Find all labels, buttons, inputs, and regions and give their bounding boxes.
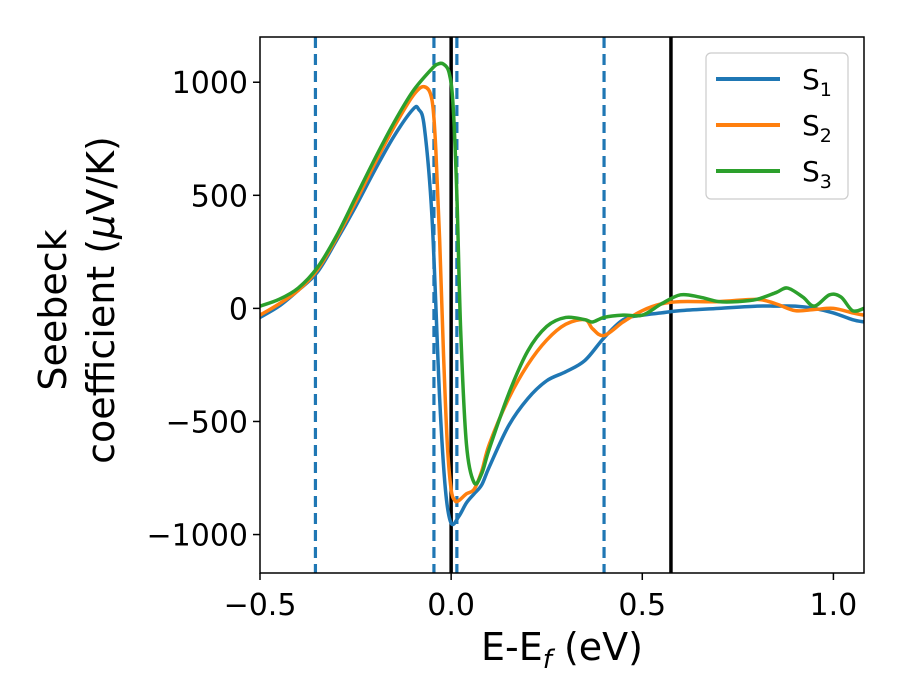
x-tick-label: 0.5 [618,588,666,623]
x-tick-label: −0.5 [224,588,297,623]
y-tick-label: −1000 [147,519,248,554]
legend: S1 S2 S3 [705,52,849,200]
y-tick-label: 500 [191,179,248,214]
y-axis: −1000 −500 0 500 1000 [147,66,260,554]
series-lines [260,61,864,527]
series-line-s3 [260,61,864,486]
y-axis-label-line1: Seebeck [31,229,75,390]
y-axis-label-line2: coefficient (μV/K) [79,136,123,464]
legend-label-s1: S1 [802,63,832,101]
y-tick-label: −500 [166,405,248,440]
x-tick-label: 0.0 [427,588,475,623]
y-tick-label: 1000 [172,66,248,101]
x-tick-label: 1.0 [810,588,858,623]
series-line-s1 [260,104,864,527]
legend-label-s2: S2 [802,109,832,147]
x-axis-label: E-Ef (eV) [481,625,643,675]
x-axis: −0.5 0.0 0.5 1.0 [224,573,858,623]
legend-label-s3: S3 [802,155,832,193]
y-tick-label: 0 [229,292,248,327]
reference-lines [313,37,673,573]
plot-frame [259,36,865,574]
